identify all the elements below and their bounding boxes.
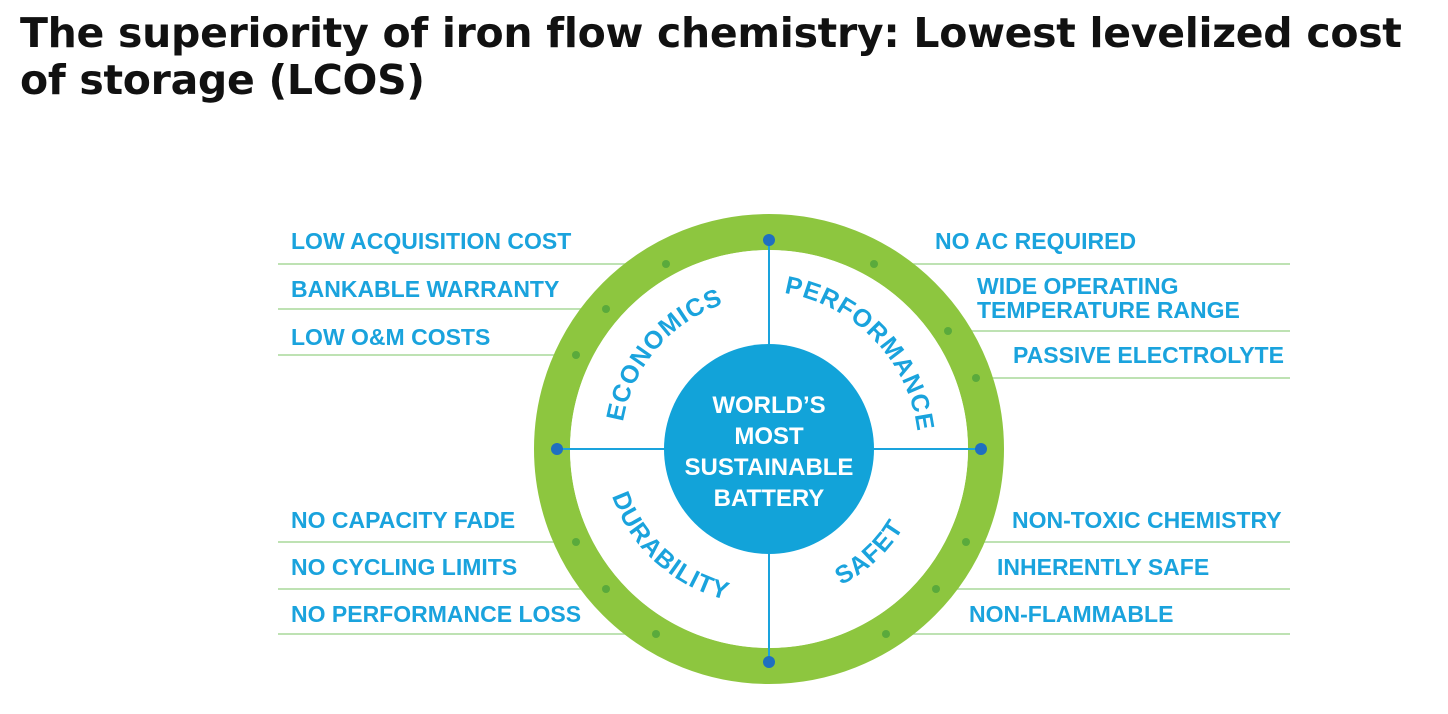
connector-dot: [882, 630, 890, 638]
dot-bottom: [763, 656, 775, 668]
connector-dot: [572, 351, 580, 359]
connector-dot: [602, 305, 610, 313]
performance-item: PASSIVE ELECTROLYTE: [1013, 342, 1284, 368]
connector-dot: [932, 585, 940, 593]
connector-dot: [870, 260, 878, 268]
performance-item: WIDE OPERATING: [977, 273, 1178, 299]
connector-dots: [572, 260, 980, 638]
performance-item: NO AC REQUIRED: [935, 228, 1136, 254]
connector-dot: [652, 630, 660, 638]
durability-item: NO PERFORMANCE LOSS: [291, 601, 581, 627]
durability-items: NO CAPACITY FADE NO CYCLING LIMITS NO PE…: [291, 507, 581, 627]
safety-item: NON-FLAMMABLE: [969, 601, 1173, 627]
performance-item: TEMPERATURE RANGE: [977, 297, 1240, 323]
connector-dot: [572, 538, 580, 546]
leader-lines-left: [278, 263, 666, 635]
economics-items: LOW ACQUISITION COST BANKABLE WARRANTY L…: [291, 228, 571, 350]
dot-left: [551, 443, 563, 455]
safety-item: INHERENTLY SAFE: [997, 554, 1209, 580]
economics-item: LOW ACQUISITION COST: [291, 228, 571, 254]
durability-item: NO CAPACITY FADE: [291, 507, 515, 533]
connector-dot: [944, 327, 952, 335]
connector-dot: [962, 538, 970, 546]
safety-item: NON-TOXIC CHEMISTRY: [1012, 507, 1282, 533]
dot-top: [763, 234, 775, 246]
center-label: WORLD’S MOST SUSTAINABLE BATTERY: [685, 392, 854, 512]
connector-dot: [602, 585, 610, 593]
safety-items: NON-TOXIC CHEMISTRY INHERENTLY SAFE NON-…: [969, 507, 1282, 627]
center-line-3: SUSTAINABLE: [685, 454, 854, 481]
connector-dot: [662, 260, 670, 268]
center-line-2: MOST: [734, 423, 804, 450]
page-title: The superiority of iron flow chemistry: …: [20, 9, 1402, 104]
quadrant-dividers: [557, 240, 981, 662]
dot-right: [975, 443, 987, 455]
performance-items: NO AC REQUIRED WIDE OPERATING TEMPERATUR…: [935, 228, 1284, 368]
durability-item: NO CYCLING LIMITS: [291, 554, 517, 580]
cardinal-dots: [551, 234, 987, 668]
economics-item: BANKABLE WARRANTY: [291, 276, 559, 302]
connector-dot: [972, 374, 980, 382]
center-line-1: WORLD’S: [712, 392, 825, 419]
center-line-4: BATTERY: [714, 485, 825, 512]
center-circle: [664, 344, 874, 554]
leader-lines-right: [874, 263, 1290, 635]
economics-item: LOW O&M COSTS: [291, 324, 490, 350]
